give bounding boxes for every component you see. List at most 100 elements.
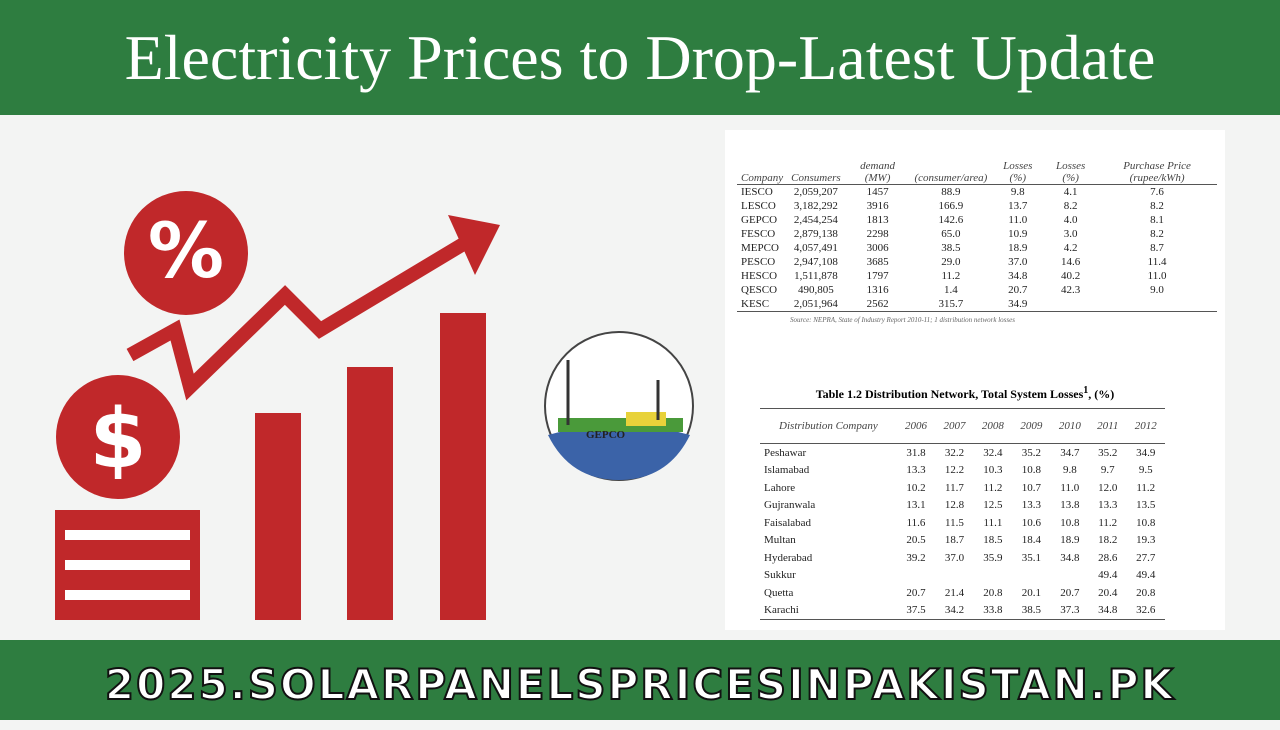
table-cell: Gujranwala (764, 499, 816, 512)
title: Table 1.2 Distribution Network, Total Sy… (815, 387, 1084, 401)
table-cell: 3685 (866, 256, 889, 268)
table-cell: 49.4 (1098, 569, 1118, 582)
table-row: Karachi 37.5 34.2 33.8 38.5 37.3 34.8 32.6 (760, 601, 1165, 620)
column-header: 2009 (1012, 408, 1051, 444)
column-header: 2012 (1126, 408, 1165, 444)
table-cell: 8.2 (1063, 200, 1078, 212)
table-cell: Peshawar (764, 446, 807, 459)
table-cell: 1457 (866, 186, 889, 198)
table-cell: 40.2 (1061, 270, 1081, 282)
title-end: , (%) (1088, 387, 1115, 401)
table-row: Peshawar 31.8 32.2 32.4 35.2 34.7 35.2 34.9 (760, 444, 1165, 462)
table-cell: 13.1 (906, 499, 926, 512)
table-cell: 11.4 (1147, 256, 1167, 268)
table-cell: 20.5 (906, 534, 926, 547)
table-cell: 88.9 (941, 186, 961, 198)
table-cell: 3.0 (1063, 228, 1078, 240)
table-cell: 2,051,964 (787, 297, 845, 312)
table-row: Gujranwala 13.1 12.8 12.5 13.3 13.8 13.3 13.5 (760, 497, 1165, 515)
table-cell: 20.8 (1136, 586, 1156, 599)
table-cell (974, 567, 1012, 585)
table-cell: 13.7 (1008, 200, 1028, 212)
table-cell (1012, 567, 1050, 585)
table-row: KESC 2,051,964 2562 315.7 34.9 (737, 297, 1217, 312)
table-cell: 2,059,207 (793, 186, 838, 198)
table-cell: 11.0 (1147, 270, 1167, 282)
table-cell: 18.9 (1060, 534, 1080, 547)
column-header: 2006 (896, 408, 936, 444)
table-cell: 28.6 (1098, 551, 1118, 564)
table-cell: 4.1 (1063, 186, 1078, 198)
table-cell: 35.9 (983, 551, 1003, 564)
table-row: Faisalabad 11.6 11.5 11.1 10.6 10.8 11.2 10.8 (760, 514, 1165, 532)
table-cell: 34.8 (1060, 551, 1080, 564)
table-cell: 10.7 (1021, 481, 1041, 494)
table-cell: 37.5 (896, 601, 936, 620)
table-cell: 4.0 (1063, 214, 1078, 226)
table-cell: 10.3 (983, 464, 1003, 477)
column-header: Company (737, 142, 788, 185)
table-row: HESCO 1,511,878 1797 11.2 34.8 40.2 11.0 (737, 269, 1217, 283)
table-cell: 13.8 (1060, 499, 1080, 512)
table-cell: 3916 (866, 200, 889, 212)
table-cell: Islamabad (764, 464, 810, 477)
table-cell: 8.1 (1150, 214, 1164, 226)
table-cell: 18.2 (1098, 534, 1118, 547)
table-cell: 8.7 (1150, 242, 1164, 254)
table-row: Lahore 10.2 11.7 11.2 10.7 11.0 12.0 11.2 (760, 479, 1165, 497)
column-header: 2010 (1050, 408, 1090, 444)
table-cell: 9.7 (1100, 464, 1115, 477)
table-1-source: Source: NEPRA, State of Industry Report … (790, 316, 1015, 324)
table-cell: 12.2 (944, 464, 965, 477)
table-cell: 1.4 (944, 284, 958, 296)
column-header: Consumers (787, 142, 845, 185)
table-cell: 1316 (866, 284, 889, 296)
table-row: Multan 20.5 18.7 18.5 18.4 18.9 18.2 19.3 (760, 532, 1165, 550)
header-title: Electricity Prices to Drop-Latest Update (0, 0, 1280, 115)
column-header: demand (MW) (844, 142, 911, 185)
table-cell: 2,947,108 (793, 256, 838, 268)
table-cell: 33.8 (973, 601, 1013, 620)
table-cell: 38.5 (1012, 601, 1051, 620)
footer-url: 2025.SOLARPANELSPRICESINPAKISTAN.PK (0, 640, 1280, 720)
table-cell (1097, 297, 1217, 312)
table-cell: 34.2 (935, 601, 974, 620)
column-header: Losses (%) (991, 142, 1045, 185)
table-cell (897, 567, 935, 585)
table-cell: 13.3 (906, 464, 926, 477)
table-cell: 39.2 (906, 551, 926, 564)
table-cell: 37.3 (1050, 601, 1090, 620)
table-cell: 21.4 (944, 586, 965, 599)
table-cell: 19.3 (1136, 534, 1156, 547)
logo-label: GEPCO (586, 429, 626, 441)
table-row: Quetta 20.7 21.4 20.8 20.1 20.7 20.4 20.8 (760, 584, 1165, 602)
table-cell: 34.9 (1136, 446, 1156, 459)
table-cell: 32.4 (983, 446, 1003, 459)
table-cell: 166.9 (938, 200, 964, 212)
table-cell: 11.2 (1098, 516, 1118, 529)
table-cell: PESCO (741, 256, 776, 268)
table-row: Sukkur 49.4 49.4 (760, 567, 1165, 585)
table-cell: Sukkur (764, 569, 796, 582)
table-cell: 34.7 (1060, 446, 1080, 459)
table-cell: Lahore (764, 481, 796, 494)
table-cell: 9.8 (1062, 464, 1077, 477)
svg-text:%: % (148, 206, 224, 295)
column-header: 2008 (973, 408, 1013, 444)
table-row: PESCO 2,947,108 3685 29.0 37.0 14.6 11.4 (737, 255, 1217, 269)
table-cell: 18.5 (983, 534, 1003, 547)
table-cell: 9.5 (1138, 464, 1153, 477)
table-cell: 27.7 (1136, 551, 1156, 564)
table-cell: 7.6 (1150, 186, 1164, 198)
table-cell: 35.2 (1021, 446, 1041, 459)
table-row: LESCO 3,182,292 3916 166.9 13.7 8.2 8.2 (737, 199, 1217, 213)
table-cell: 18.9 (1008, 242, 1028, 254)
table-cell: 9.8 (1010, 186, 1025, 198)
table-cell: 11.5 (945, 516, 964, 529)
table-cell: 10.8 (1060, 516, 1080, 529)
table-cell: 10.8 (1136, 516, 1156, 529)
table-cell: 65.0 (941, 228, 961, 240)
table-cell: 1,511,878 (794, 270, 838, 282)
table-cell: 34.9 (991, 297, 1045, 312)
